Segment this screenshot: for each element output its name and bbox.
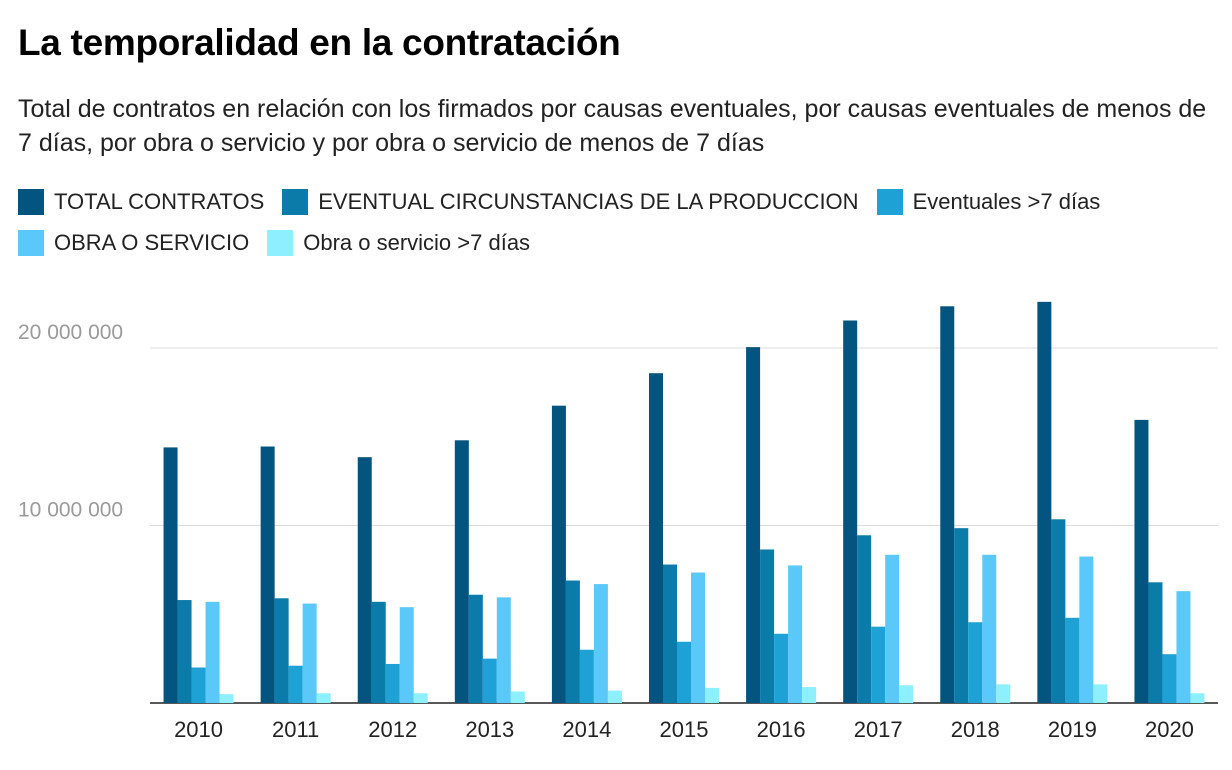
bar (302, 603, 317, 703)
bar (510, 691, 525, 703)
bar (607, 690, 622, 703)
legend-label: Obra o servicio >7 días (303, 230, 531, 255)
bar (468, 594, 483, 703)
bar (857, 535, 872, 703)
legend-swatch (267, 230, 294, 256)
bar (1079, 556, 1094, 703)
bar (371, 601, 386, 703)
x-tick-label: 2010 (174, 717, 223, 742)
legend-label: OBRA O SERVICIO (54, 230, 250, 255)
x-tick-label: 2019 (1048, 717, 1097, 742)
legend-item-eventuales-7: Eventuales >7 días (876, 189, 1101, 215)
legend: TOTAL CONTRATOS EVENTUAL CIRCUNSTANCIAS … (18, 185, 1223, 267)
bar (705, 687, 719, 703)
x-tick-label: 2020 (1145, 717, 1194, 742)
legend-swatch (876, 189, 903, 215)
x-tick-label: 2012 (368, 717, 417, 742)
bar (482, 658, 497, 703)
bar (940, 306, 955, 703)
bar (954, 528, 969, 703)
bar (1037, 301, 1052, 703)
bar (1190, 693, 1205, 703)
legend-label: Eventuales >7 días (912, 189, 1101, 214)
bar (691, 572, 705, 703)
bar (357, 457, 372, 703)
bar (177, 600, 192, 703)
bar (677, 641, 691, 703)
bar (288, 665, 303, 703)
x-tick-label: 2018 (951, 717, 1000, 742)
bar (565, 580, 580, 703)
legend-swatch (18, 230, 44, 256)
bar (274, 598, 289, 703)
legend-item-total-contratos: TOTAL CONTRATOS (18, 189, 264, 215)
bar (746, 347, 761, 703)
bar (1093, 684, 1108, 703)
legend-item-obra-servicio: OBRA O SERVICIO (18, 230, 249, 256)
legend-label: TOTAL CONTRATOS (54, 189, 265, 214)
bar (843, 320, 858, 703)
bar (802, 687, 817, 703)
bar (1148, 582, 1163, 703)
bar (885, 554, 900, 703)
y-tick-label: 10 000 000 (18, 499, 123, 522)
bar (593, 584, 608, 703)
bar (1176, 591, 1191, 703)
bar (649, 373, 663, 703)
bar (663, 564, 677, 703)
legend-item-obra-servicio-7: Obra o servicio >7 días (267, 230, 530, 256)
bar (1051, 519, 1066, 703)
legend-item-eventual: EVENTUAL CIRCUNSTANCIAS DE LA PRODUCCION (282, 189, 859, 215)
legend-row: OBRA O SERVICIO Obra o servicio >7 días (18, 226, 1223, 260)
bar (760, 549, 775, 703)
bar (996, 684, 1011, 703)
bar (1134, 419, 1149, 703)
bar (968, 622, 983, 703)
bar (982, 554, 997, 703)
x-tick-label: 2015 (660, 717, 709, 742)
bar (316, 693, 331, 703)
chart-title: La temporalidad en la contratación (18, 22, 621, 63)
bar (1065, 617, 1080, 703)
bar (385, 663, 400, 703)
x-tick-label: 2014 (562, 717, 611, 742)
x-tick-label: 2016 (757, 717, 806, 742)
bar (871, 626, 886, 703)
bar (413, 693, 428, 703)
bar (454, 440, 469, 703)
bar (163, 447, 178, 703)
x-tick-label: 2011 (272, 717, 319, 742)
bar (774, 633, 789, 703)
legend-label: EVENTUAL CIRCUNSTANCIAS DE LA PRODUCCION (318, 189, 859, 214)
bar (899, 685, 914, 703)
bar (205, 601, 220, 703)
legend-swatch (282, 189, 309, 215)
chart-subtitle: Total de contratos en relación con los f… (18, 95, 1207, 157)
bar (551, 405, 566, 703)
legend-swatch (18, 189, 44, 215)
x-tick-label: 2013 (465, 717, 514, 742)
bar (260, 446, 275, 703)
bar (579, 649, 594, 703)
bar (788, 565, 803, 703)
bar (496, 597, 511, 703)
legend-row: TOTAL CONTRATOS EVENTUAL CIRCUNSTANCIAS … (18, 185, 1223, 219)
y-tick-label: 20 000 000 (18, 321, 123, 344)
bar (1162, 654, 1177, 703)
bar (219, 694, 234, 703)
bar (399, 607, 414, 703)
bar (191, 667, 206, 703)
x-tick-label: 2017 (854, 717, 903, 742)
